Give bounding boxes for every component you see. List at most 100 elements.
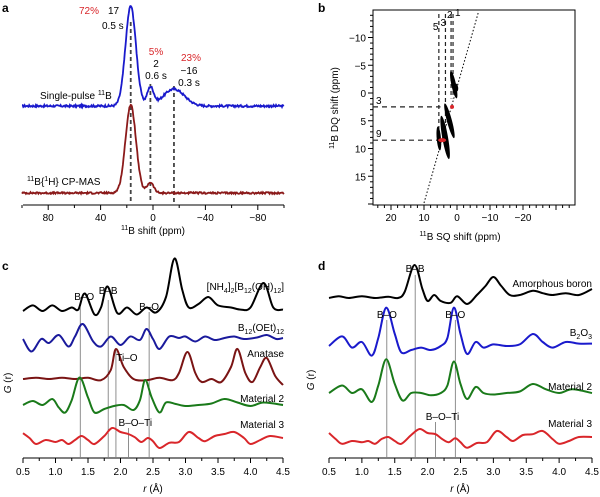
contour-peak (440, 115, 450, 160)
panel-d-reference-lines (386, 275, 456, 457)
x-tick-label: 1.5 (81, 467, 95, 478)
x-tick-label: 1.0 (49, 467, 63, 478)
annotation-percent: 5% (149, 47, 164, 58)
y-tick-label: −5 (355, 61, 367, 72)
x-tick-label: 0.5 (322, 467, 336, 478)
series-amorphous-boron (328, 263, 593, 305)
annotation-shift: 17 (108, 6, 120, 17)
sq-marker-label: 3 (440, 18, 446, 29)
contour-peak (436, 126, 442, 151)
label-anatase: Anatase (247, 349, 284, 360)
x-tick-label: 20 (385, 213, 397, 224)
sq-marker-label: 2 (447, 10, 453, 21)
panel-label-d: d (318, 259, 325, 273)
series-material-3 (328, 428, 593, 449)
y-tick-label: 15 (355, 172, 367, 183)
bond-annotation: B–O–Ti (119, 418, 153, 429)
panel-b-frame (372, 9, 576, 206)
panel-c-ylabel: G (r) (3, 373, 14, 394)
panel-a-annotations: 72% 17 0.5 s 5%20.6 s 23% −160.3 s (79, 6, 201, 89)
x-tick-label: 3.0 (486, 467, 500, 478)
bond-annotation: B–B (406, 264, 425, 275)
series-anatase (22, 347, 284, 386)
panel-b-contours (436, 70, 459, 160)
x-tick-label: 4.0 (552, 467, 566, 478)
panel-b-ticks: 20 10 0 −10 −20 −10 −5 0 5 10 15 (349, 14, 570, 224)
series--nh4-2-b12-oh-12- (22, 257, 284, 317)
x-tick-label: −80 (249, 213, 266, 224)
y-tick-label: −10 (349, 34, 366, 45)
x-tick-label: 0 (454, 213, 460, 224)
x-tick-label: 3.0 (179, 467, 193, 478)
annotation-percent: 72% (79, 6, 99, 17)
panel-c-reference-lines (79, 300, 150, 457)
x-tick-label: 0 (150, 213, 156, 224)
bond-annotation: B–O–Ti (426, 412, 460, 423)
panel-b-xlabel: 11B SQ shift (ppm) (419, 231, 500, 243)
x-tick-label: −20 (515, 213, 532, 224)
x-tick-label: 1.5 (388, 467, 402, 478)
series-cp-mas (21, 103, 285, 196)
panel-d-ylabel: G (r) (306, 370, 317, 391)
sq-marker-label: 5 (433, 22, 439, 33)
bond-annotation: B–O (445, 310, 465, 321)
panel-d-xlabel: r (Å) (450, 482, 469, 495)
panel-d-series (328, 263, 593, 449)
panel-a-nmr-spectrum: 80 40 0 −40 −80 11B shift (ppm) 72% 17 0.5 s 5%… (21, 5, 285, 237)
x-tick-label: 2.5 (146, 467, 160, 478)
series-single-pulse (21, 5, 285, 110)
dq-marker-label: 3 (376, 96, 382, 107)
x-tick-label: 40 (95, 213, 107, 224)
panel-c-xlabel: r (Å) (143, 482, 162, 495)
label-cp-mas: 11B{1H} CP-MAS (27, 176, 101, 188)
x-tick-label: 0.5 (16, 467, 30, 478)
panel-a-xlabel: 11B shift (ppm) (121, 225, 185, 237)
x-tick-label: 10 (418, 213, 430, 224)
annotation-t1: 0.3 s (178, 78, 200, 89)
label-material-2-d: Material 2 (548, 382, 592, 393)
sq-marker-label: 1 (455, 8, 461, 19)
series-b2o3 (328, 306, 593, 357)
label-b2o3: B2O3 (570, 328, 592, 341)
contour-peak (454, 83, 459, 92)
annotation-t1: 0.6 s (145, 71, 167, 82)
label-nh4-b12oh12: [NH4]2[B12(OH)12] (207, 282, 285, 295)
panel-b-ylabel: 11B DQ shift (ppm) (329, 67, 341, 149)
panel-c-x-ticks: 0.5 1.0 1.5 2.0 2.5 3.0 3.5 4.0 4.5 (16, 458, 290, 478)
bond-annotation: B–O (74, 292, 94, 303)
panel-c-series (22, 257, 284, 449)
bond-annotation: B–O (139, 302, 159, 313)
x-tick-label: 4.0 (244, 467, 258, 478)
x-tick-label: 1.0 (355, 467, 369, 478)
series-material-2 (328, 358, 593, 403)
panel-a-x-ticks: 80 40 0 −40 −80 (21, 205, 285, 224)
contour-peak (444, 103, 455, 139)
x-tick-label: 3.5 (519, 467, 533, 478)
panel-label-c: c (2, 259, 9, 273)
annotation-t1: 0.5 s (102, 21, 124, 32)
series-material-2 (22, 376, 284, 414)
panel-c-pdf: 0.5 1.0 1.5 2.0 2.5 3.0 3.5 4.0 4.5 B–O B–B B–O Ti–… (3, 257, 290, 495)
label-single-pulse: Single-pulse 11B (40, 90, 112, 102)
label-material-2-c: Material 2 (240, 394, 284, 405)
highlighted-correlation (450, 104, 455, 109)
x-tick-label: 4.5 (585, 467, 599, 478)
x-tick-label: 2.0 (421, 467, 435, 478)
panel-label-b: b (318, 1, 325, 15)
panel-d-pdf: 0.5 1.0 1.5 2.0 2.5 3.0 3.5 4.0 4.5 B–B B–O B–O B–O… (306, 263, 599, 495)
x-tick-label: −10 (482, 213, 499, 224)
annotation-shift: −16 (181, 66, 198, 77)
annotation-shift: 2 (153, 59, 159, 70)
label-material-3-c: Material 3 (240, 420, 284, 431)
bond-annotation: B–B (99, 286, 118, 297)
label-b12oet12: B12(OEt)12 (238, 323, 284, 336)
panel-label-a: a (2, 1, 9, 15)
bond-annotation: Ti–O (116, 353, 138, 364)
annotation-percent: 23% (181, 53, 201, 64)
x-tick-label: −40 (197, 213, 214, 224)
panel-c-annotations: B–O B–B B–O Ti–O B–O–Ti (74, 286, 159, 429)
series-material-3 (22, 426, 284, 449)
highlighted-correlation (438, 138, 447, 143)
